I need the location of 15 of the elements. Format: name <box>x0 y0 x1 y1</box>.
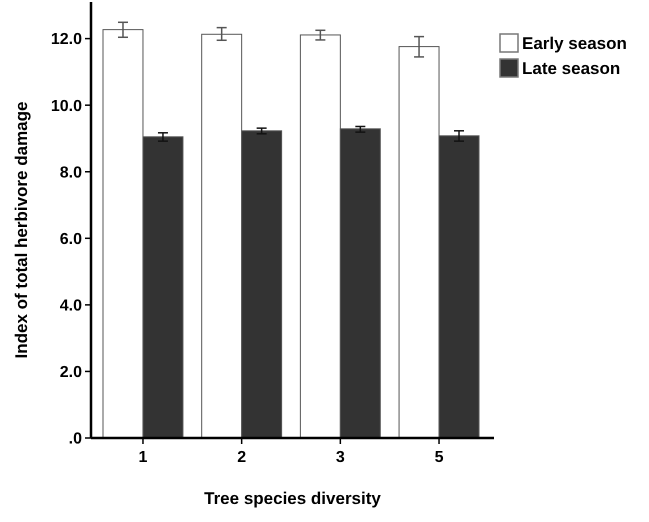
y-tick-label: 12.0 <box>50 31 82 48</box>
y-tick-label: 8.0 <box>60 164 82 182</box>
legend-label: Late season <box>522 58 620 78</box>
x-tick-label: 1 <box>138 449 148 466</box>
x-tick-label: 3 <box>336 449 345 466</box>
y-tick-label: 6.0 <box>60 230 82 248</box>
y-axis-title: Index of total herbivore damage <box>12 102 31 358</box>
text: Early season <box>522 34 627 53</box>
y-tick-label: 10.0 <box>50 98 82 115</box>
y-tick-label: 2.0 <box>60 364 82 382</box>
y-tick-label: 4.0 <box>60 297 82 314</box>
x-axis-title: Tree species diversity <box>204 489 382 508</box>
y-tick-label: .0 <box>68 430 82 448</box>
x-tick-label: 2 <box>237 449 246 466</box>
x-tick-label: 5 <box>434 449 444 466</box>
